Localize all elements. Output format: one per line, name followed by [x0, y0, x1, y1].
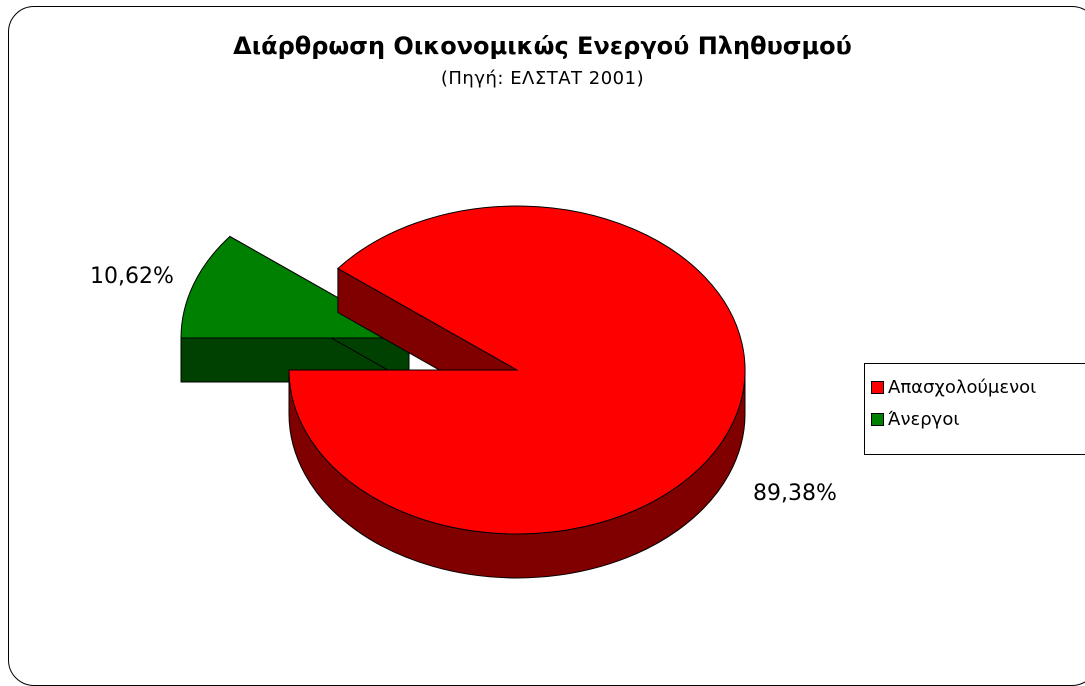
chart-subtitle: (Πηγή: ΕΛΣΤΑΤ 2001)	[440, 68, 645, 89]
chart-title: Διάρθρωση Οικονομικώς Ενεργού Πληθυσμού	[233, 32, 852, 60]
legend-label-unemployed: Άνεργοι	[888, 408, 960, 430]
legend-item-unemployed: Άνεργοι	[871, 406, 959, 432]
slice-employed	[288, 205, 746, 535]
data-label-unemployed: 10,62%	[90, 264, 174, 289]
legend-item-employed: Απασχολούμενοι	[871, 374, 1036, 400]
legend: Απασχολούμενοι Άνεργοι	[864, 363, 1085, 455]
data-label-employed: 89,38%	[753, 481, 837, 506]
legend-label-employed: Απασχολούμενοι	[888, 376, 1037, 398]
legend-swatch-employed	[871, 380, 884, 394]
legend-swatch-unemployed	[871, 412, 884, 426]
